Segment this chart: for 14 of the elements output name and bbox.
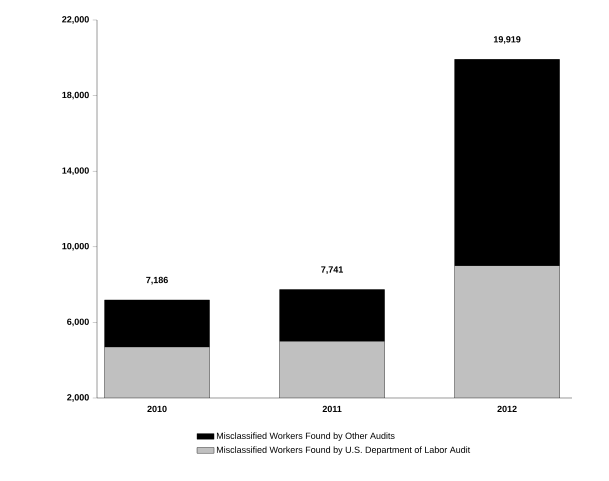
x-tick-label: 2012 [497,406,517,412]
total-label: 19,919 [494,36,520,44]
legend-label: Misclassified Workers Found by Other Audits [216,432,395,441]
y-tick-label: 2,000 [67,394,89,402]
legend-label: Misclassified Workers Found by U.S. Department of Labor Audit [216,446,470,455]
y-tick-label: 22,000 [62,16,89,24]
x-tick-label: 2010 [147,406,167,412]
y-tick-label: 10,000 [62,242,89,251]
total-label: 7,186 [146,276,168,284]
y-tick-label: 14,000 [62,167,89,176]
y-tick-label: 18,000 [62,92,89,100]
x-tick-label: 2011 [322,406,342,412]
total-label: 7,741 [321,266,344,274]
y-tick-label: 6,000 [67,318,89,326]
